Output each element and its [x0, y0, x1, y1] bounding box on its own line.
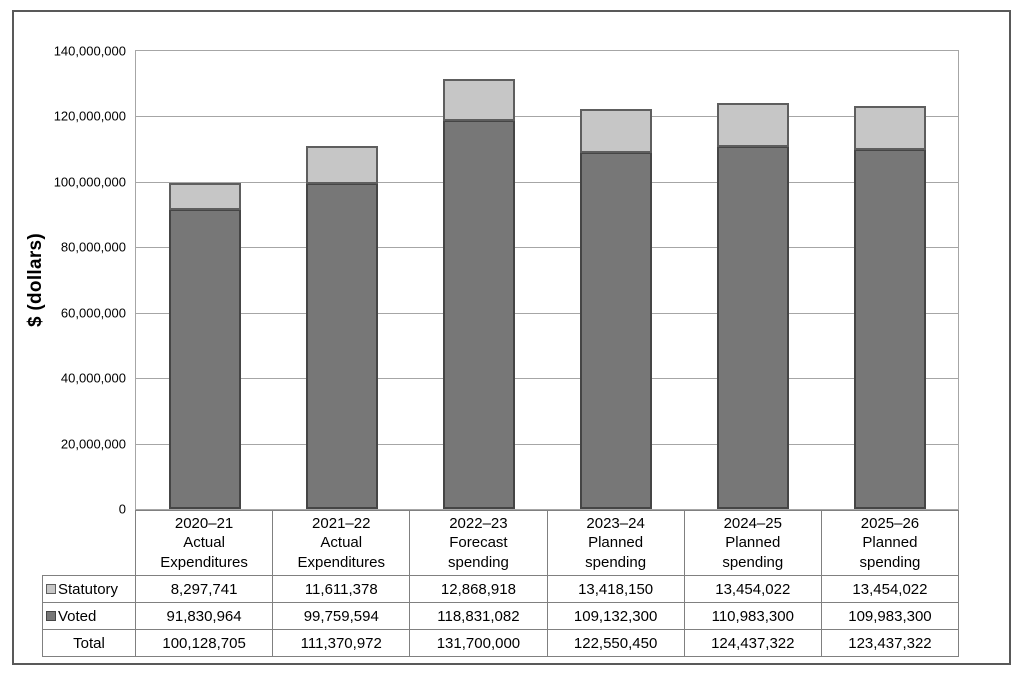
- row-label-text: Voted: [58, 607, 97, 625]
- x-category-label: 2021–22 Actual Expenditures: [272, 511, 409, 575]
- x-category-label: 2025–26 Planned spending: [820, 511, 958, 575]
- bar-segment-voted: [306, 183, 378, 509]
- y-tick-label: 60,000,000: [60, 305, 126, 321]
- table-value-cell: 118,831,082: [409, 603, 546, 629]
- row-label-text: Total: [73, 634, 105, 652]
- table-row: Total 100,128,705 111,370,972 131,700,000 12…: [43, 629, 958, 656]
- gridline: [136, 247, 958, 248]
- y-tick-label: 100,000,000: [53, 174, 126, 190]
- bar-segment-voted: [443, 120, 515, 509]
- table-value-cell: 124,437,322: [683, 630, 821, 656]
- legend-key-statutory-icon: [46, 584, 56, 594]
- y-tick-label: 20,000,000: [60, 436, 126, 452]
- bar-segment-statutory: [443, 79, 515, 121]
- gridline: [136, 378, 958, 379]
- row-label-statutory: Statutory: [43, 576, 135, 602]
- legend-key-voted-icon: [46, 611, 56, 621]
- bar-segment-voted: [580, 152, 652, 509]
- table-value-cell: 11,611,378: [272, 576, 409, 602]
- stacked-bar: [443, 79, 515, 509]
- table-value-cell: 13,454,022: [820, 576, 958, 602]
- row-label-text: Statutory: [58, 580, 119, 598]
- gridline: [136, 444, 958, 445]
- x-category-label: 2020–21 Actual Expenditures: [160, 514, 248, 571]
- y-tick-label: 0: [118, 501, 126, 517]
- stacked-bar: [580, 109, 652, 509]
- x-category-label: 2024–25 Planned spending: [683, 511, 821, 575]
- table-value-cell: 110,983,300: [683, 603, 821, 629]
- table-value-cell: 131,700,000: [409, 630, 546, 656]
- stacked-bar: [169, 183, 241, 509]
- table-value-cell: 12,868,918: [409, 576, 546, 602]
- bar-segment-voted: [717, 146, 789, 509]
- table-value-cell: 109,983,300: [820, 603, 958, 629]
- table-value-cell: 99,759,594: [272, 603, 409, 629]
- table-value-cell: 8,297,741: [135, 576, 272, 602]
- y-tick-label: 120,000,000: [53, 108, 126, 124]
- row-label-total: Total: [43, 630, 135, 656]
- table-row: Statutory 8,297,741 11,611,378 12,868,918 13…: [43, 576, 958, 602]
- x-category-label: 2023–24 Planned spending: [546, 511, 684, 575]
- stacked-bar: [306, 146, 378, 509]
- y-tick-label: 80,000,000: [60, 239, 126, 255]
- bar-segment-statutory: [717, 103, 789, 147]
- stacked-bar: [717, 103, 789, 509]
- table-value-cell: 122,550,450: [546, 630, 684, 656]
- bar-segment-voted: [169, 209, 241, 509]
- table-header-row: 2020–21 Actual Expenditures 2021–22 Actua…: [135, 510, 959, 575]
- table-value-cell: 91,830,964: [135, 603, 272, 629]
- bar-segment-statutory: [854, 106, 926, 150]
- stacked-bar: [854, 106, 926, 509]
- bar-segment-statutory: [169, 183, 241, 210]
- y-tick-label: 40,000,000: [60, 370, 126, 386]
- y-tick-label: 140,000,000: [53, 43, 126, 59]
- table-row: Voted 91,830,964 99,759,594 118,831,082 109,…: [43, 602, 958, 629]
- table-value-cell: 123,437,322: [820, 630, 958, 656]
- table-value-cell: 109,132,300: [546, 603, 684, 629]
- bar-segment-statutory: [306, 146, 378, 184]
- x-category-label: 2022–23 Forecast spending: [409, 511, 546, 575]
- gridline: [136, 313, 958, 314]
- plot-area: [135, 50, 959, 510]
- table-value-cell: 100,128,705: [135, 630, 272, 656]
- gridline: [136, 182, 958, 183]
- bar-segment-voted: [854, 149, 926, 509]
- table-value-cell: 13,418,150: [546, 576, 684, 602]
- gridline: [136, 116, 958, 117]
- table-value-cell: 111,370,972: [272, 630, 409, 656]
- bar-segment-statutory: [580, 109, 652, 153]
- data-table: Statutory 8,297,741 11,611,378 12,868,918 13…: [42, 575, 959, 657]
- table-value-cell: 13,454,022: [683, 576, 821, 602]
- row-label-voted: Voted: [43, 603, 135, 629]
